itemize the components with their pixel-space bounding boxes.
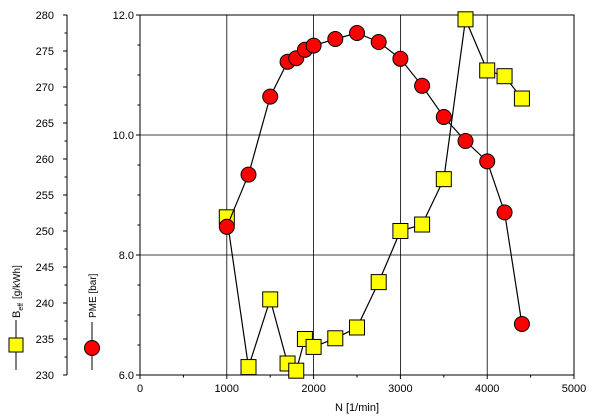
beff-data-point [479,62,496,79]
beff-tick-label: 255 [36,190,54,202]
pme-data-point [457,133,474,149]
beff-data-point [262,291,279,308]
beff-tick-label: 280 [36,10,54,22]
beff-tick-label: 275 [36,46,54,58]
x-tick-label: 3000 [388,383,412,395]
pme-data-point [349,25,365,41]
beff-data-point [240,359,257,376]
beff-data-point [305,338,322,355]
pme-legend: PME [bar] [84,273,100,370]
x-axis-label: N [1/min] [335,402,379,414]
beff-legend: Beff[g/kWh] [8,265,25,370]
beff-legend-square-icon [8,337,24,353]
beff-axis: 230 235 240 245 250 255 260 265 270 275 280 [36,10,68,382]
pme-data-point [513,316,530,332]
beff-tick-label: 260 [36,154,54,166]
pme-data-point [305,37,322,54]
beff-data-point [414,216,431,233]
pme-data-point [262,88,279,105]
beff-data-point [349,319,365,336]
x-tick-label: 2000 [301,383,325,395]
beff-tick-label: 265 [36,118,54,130]
beff-tick-label: 270 [36,82,54,94]
beff-data-point [513,90,530,107]
pme-tick-label: 10.0 [113,130,134,142]
x-tick-label: 5000 [562,383,586,395]
pme-data-point [435,109,452,125]
pme-data-point [479,153,496,170]
x-tick-label: 1000 [215,383,239,395]
beff-data-point [496,68,513,85]
pme-legend-circle-icon [84,340,100,356]
pme-axis-label: PME [bar] [88,273,99,318]
pme-tick-label: 12.0 [113,10,134,22]
x-axis-ticks: 0 1000 2000 3000 4000 5000 [137,375,586,395]
beff-tick-label: 250 [36,226,54,238]
pme-data-point [392,50,409,67]
pme-data-point [240,166,257,183]
pme-tick-label: 6.0 [119,370,134,382]
beff-tick-label: 240 [36,298,54,310]
pme-data-point [414,77,431,94]
pme-tick-label: 8.0 [119,250,134,262]
beff-data-point [435,171,452,188]
beff-tick-label: 230 [36,370,54,382]
pme-data-point [496,204,513,221]
beff-data-point [327,330,344,347]
beff-data-point [370,274,387,291]
x-tick-label: 4000 [475,383,499,395]
beff-axis-label: Beff[g/kWh] [11,265,25,318]
beff-tick-label: 245 [36,262,54,274]
beff-series-line [226,17,523,372]
beff-tick-label: 235 [36,334,54,346]
x-tick-label: 0 [137,383,143,395]
pme-data-point [327,31,344,47]
beff-data-point [288,362,305,379]
beff-data-point [392,223,409,239]
pme-axis: 6.0 8.0 10.0 12.0 [113,10,140,382]
pme-data-point [218,218,235,235]
pme-data-point [370,34,387,50]
series-layer [218,11,530,379]
beff-data-point [457,11,474,28]
